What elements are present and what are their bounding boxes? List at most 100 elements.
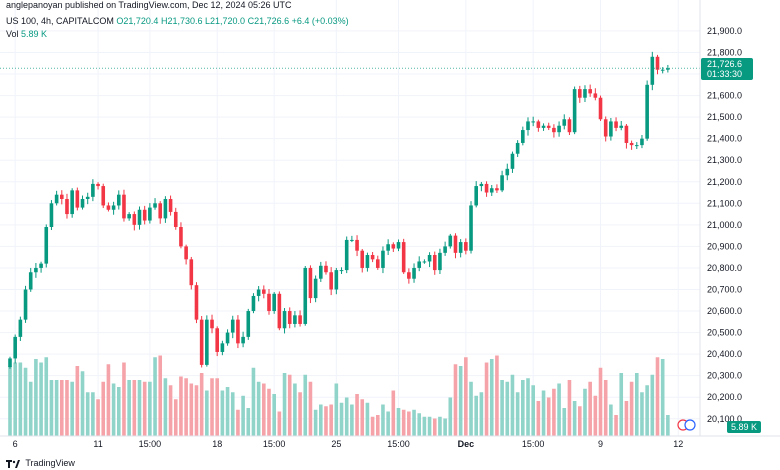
candle-body [578, 89, 582, 98]
time-tick-label: 11 [93, 439, 102, 449]
volume-bar [531, 385, 535, 436]
volume-bar [75, 366, 80, 436]
candle-body [34, 267, 38, 273]
candle-body [303, 267, 308, 324]
candle-body [614, 121, 618, 128]
change-value: +6.4 (+0.03%) [291, 16, 349, 26]
volume-bar [199, 373, 204, 436]
volume-bar [427, 416, 432, 436]
time-axis[interactable]: 6 11 15:00 18 15:00 25 15:00 Dec 15:00 9 12 [13, 439, 684, 449]
candles [8, 51, 670, 369]
price-axis[interactable]: 21,900.021,800.021,700.021,600.021,500.0… [707, 26, 742, 424]
volume-bar [448, 397, 453, 436]
open-value: O21,720.4 [116, 16, 159, 26]
last-price-label: 21,726.6 [707, 59, 742, 69]
candle-body [293, 315, 297, 324]
candle-body [236, 319, 240, 344]
candle-body [453, 235, 458, 253]
volume-bar [536, 401, 541, 436]
volume-bar [225, 387, 230, 436]
candle-body [479, 183, 484, 187]
price-tick-label: 20,300.0 [707, 371, 742, 381]
candle-body [277, 293, 282, 329]
candle-body [215, 328, 219, 352]
volume-bar [282, 373, 287, 436]
time-tick-label: 6 [13, 439, 18, 449]
volume-bar [236, 409, 240, 436]
event-icons[interactable] [677, 419, 696, 431]
candle-body [116, 194, 121, 206]
candle-body [422, 261, 427, 263]
volume-bar [111, 383, 116, 436]
candle-body [153, 203, 157, 208]
candle-body [189, 259, 194, 286]
volume-bar [205, 390, 209, 436]
volume-bar [650, 374, 655, 436]
volume-bar [241, 395, 245, 436]
plot-background [0, 0, 700, 436]
candle-body [339, 270, 344, 272]
candle-body [489, 188, 494, 193]
volume-tag: 5.89 K [727, 421, 761, 433]
candle-body [101, 186, 106, 206]
candle-body [448, 235, 453, 247]
volume-bar [360, 399, 365, 436]
candle-body [60, 194, 64, 199]
candle-body [427, 255, 432, 262]
candle-body [593, 93, 598, 98]
candle-body [49, 203, 54, 227]
volume-bar [287, 374, 292, 436]
candle-body [474, 186, 478, 206]
time-tick-label: 15:00 [263, 439, 286, 449]
footer-brand: TradingView [6, 458, 75, 468]
candle-body [13, 336, 17, 359]
volume-bar [593, 395, 598, 436]
volume-bar [489, 359, 494, 436]
last-price-tag: 21,726.6 01:33:30 [701, 58, 753, 80]
volume-bar [85, 392, 90, 436]
candle-body [262, 289, 266, 294]
volume-bar [438, 416, 442, 436]
volume-bar [422, 416, 427, 436]
candle-body [572, 89, 577, 133]
price-tick-label: 21,300.0 [707, 155, 742, 165]
volume-bar [344, 397, 349, 436]
volume-bar [96, 399, 100, 436]
symbol-label[interactable]: US 100, 4h, CAPITALCOM [6, 16, 114, 26]
candle-body [54, 194, 59, 204]
volume-bar [334, 383, 339, 436]
candle-body [132, 214, 137, 225]
volume-value: 5.89 K [21, 29, 48, 39]
volume-bar [567, 380, 572, 436]
volume-bar [355, 394, 359, 436]
ohlc-legend: US 100, 4h, CAPITALCOM O21,720.4 H21,730… [6, 16, 349, 26]
candle-body [386, 244, 390, 251]
volume-bar [432, 418, 437, 436]
volume-bar [163, 378, 168, 436]
candle-body [500, 175, 504, 191]
volume-bar [521, 380, 525, 436]
candle-body [148, 207, 152, 221]
time-tick-label: 12 [673, 439, 683, 449]
candle-body [111, 205, 116, 210]
volume-bar [370, 416, 375, 436]
volume-bar [339, 402, 344, 436]
time-tick-label: 9 [598, 439, 603, 449]
volume-bar [572, 401, 577, 436]
volume-bar [122, 362, 126, 436]
time-tick-label: Dec [458, 439, 475, 449]
event-icon-2[interactable] [684, 419, 696, 431]
candle-body [515, 142, 520, 154]
price-tick-label: 21,100.0 [707, 198, 742, 208]
volume-bar [583, 388, 587, 436]
volume-bar [505, 381, 510, 436]
time-tick-label: 18 [212, 439, 222, 449]
candle-body [557, 125, 561, 133]
candle-body [179, 227, 183, 247]
volume-bar [541, 390, 546, 436]
volume-bar [474, 395, 478, 436]
candle-body [80, 198, 85, 208]
candle-body [365, 255, 370, 268]
candle-body [464, 242, 468, 251]
